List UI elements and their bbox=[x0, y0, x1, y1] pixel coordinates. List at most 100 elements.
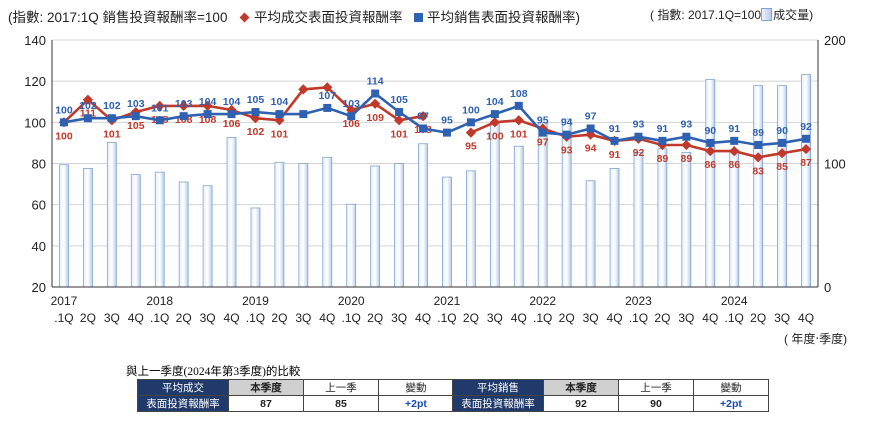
chart-legend: (指數: 2017:1Q 銷售投資報酬率=100 平均成交表面投資報酬率 平均銷… bbox=[8, 6, 580, 26]
quarter-tick-label: 2Q bbox=[80, 311, 96, 325]
volume-bar bbox=[681, 151, 692, 288]
sales-series-data-label: 114 bbox=[367, 76, 384, 88]
volume-bar bbox=[130, 174, 141, 288]
quarter-tick-label: .1Q bbox=[725, 311, 744, 325]
sales-series-point bbox=[323, 103, 332, 112]
trade-series-data-label: 83 bbox=[752, 165, 764, 177]
quarter-tick-label: 4Q bbox=[607, 311, 623, 325]
sales-series-data-label: 91 bbox=[728, 123, 740, 135]
diamond-marker-icon bbox=[239, 12, 250, 23]
volume-bar bbox=[513, 145, 524, 288]
sales-series-point bbox=[610, 136, 619, 145]
volume-legend-label: 成交量) bbox=[773, 8, 814, 22]
sales-series-data-label: 95 bbox=[441, 115, 453, 127]
volume-bar bbox=[226, 137, 237, 288]
sales-series-data-label: 104 bbox=[486, 96, 504, 108]
trade-series-data-label: 92 bbox=[633, 147, 645, 159]
volume-bar bbox=[489, 123, 500, 288]
trade-series-data-label: 100 bbox=[486, 130, 504, 142]
trade-series-point bbox=[513, 115, 524, 126]
legend-index-label: (指數: 2017:1Q 銷售投資報酬率=100 bbox=[8, 10, 228, 25]
year-tick-label: 2018 bbox=[146, 294, 173, 308]
sales-series-point bbox=[538, 128, 547, 137]
sales-series-point bbox=[395, 108, 404, 117]
volume-bar bbox=[202, 185, 213, 288]
sales-table-label-2: 表面投資報酬率 bbox=[452, 395, 544, 412]
trade-series-data-label: 105 bbox=[127, 120, 145, 132]
sales-series-data-label: 91 bbox=[609, 123, 621, 135]
sales-series-data-label: 103 bbox=[175, 98, 193, 110]
bar-swatch-icon bbox=[761, 8, 773, 21]
chart-area: 20 40 60 80 100 120 140 0 100 200 .1Q 2Q 3Q 4Q .1Q 2Q 3Q… bbox=[24, 33, 846, 325]
sales-series-data-label: 93 bbox=[681, 119, 693, 131]
sales-table-label-1: 平均銷售 bbox=[452, 379, 544, 396]
trade-table-label-2: 表面投資報酬率 bbox=[137, 395, 229, 412]
quarter-tick-label: 2Q bbox=[463, 311, 479, 325]
volume-bar bbox=[274, 161, 285, 288]
year-tick-label: 2022 bbox=[529, 294, 556, 308]
trade-series-data-label: 86 bbox=[704, 159, 716, 171]
sales-series-data-label: 102 bbox=[103, 100, 121, 112]
sales-series-data-label: 104 bbox=[271, 96, 289, 108]
trade-series-point bbox=[202, 100, 213, 111]
sales-series-point bbox=[275, 110, 284, 119]
index-note-label: ( 指數: 2017.1Q=100 bbox=[650, 8, 762, 22]
quarter-tick-label: 2Q bbox=[559, 311, 575, 325]
volume-bar bbox=[154, 171, 165, 288]
sales-series-point bbox=[227, 110, 236, 119]
quarter-tick-label: 3Q bbox=[678, 311, 694, 325]
sales-series-point bbox=[658, 136, 667, 145]
trade-series-data-label: 101 bbox=[390, 128, 408, 140]
year-tick-label: 2020 bbox=[338, 294, 365, 308]
trade-series-data-label: 97 bbox=[537, 137, 549, 149]
volume-bar bbox=[250, 207, 261, 288]
sales-series-data-label: 104 bbox=[223, 96, 241, 108]
sales-series-data-label: 90 bbox=[704, 125, 716, 137]
trade-series-data-label: 100 bbox=[55, 130, 73, 142]
trade-series-data-label: 94 bbox=[585, 143, 597, 155]
volume-bar bbox=[466, 170, 476, 288]
left-tick-label: 40 bbox=[32, 239, 46, 254]
left-tick-label: 140 bbox=[24, 33, 46, 48]
trade-value-previous: 85 bbox=[303, 395, 379, 412]
quarter-tick-label: 4Q bbox=[319, 311, 335, 325]
trade-series-data-label: 106 bbox=[342, 118, 360, 130]
legend-trade-label: 平均成交表面投資報酬率 bbox=[253, 10, 403, 25]
trade-series-data-label: 109 bbox=[366, 112, 384, 124]
sales-series-data-label: 95 bbox=[537, 115, 549, 127]
sales-series-point bbox=[586, 124, 595, 133]
legend-sales-label: 平均銷售表面投資報酬率) bbox=[427, 10, 581, 25]
trade-series-data-label: 87 bbox=[800, 157, 812, 169]
volume-bar bbox=[801, 74, 811, 288]
quarter-tick-label: 3Q bbox=[391, 311, 407, 325]
year-tick-label: 2024 bbox=[721, 294, 748, 308]
volume-bar bbox=[346, 203, 357, 288]
quarter-tick-label: 3Q bbox=[200, 311, 216, 325]
trade-series-point bbox=[178, 100, 189, 111]
volume-bar bbox=[753, 85, 764, 288]
sales-series-data-label: 97 bbox=[585, 111, 597, 123]
sales-series-data-label: 107 bbox=[319, 90, 337, 102]
right-tick-label: 100 bbox=[824, 157, 846, 172]
trade-header-current: 本季度 bbox=[228, 379, 304, 396]
quarter-tick-label: .1Q bbox=[629, 311, 648, 325]
volume-bar bbox=[370, 165, 381, 288]
axis-unit-note: ( 年度‧季度) bbox=[784, 332, 848, 346]
quarter-tick-label: 2Q bbox=[654, 311, 670, 325]
sales-series-point bbox=[754, 140, 763, 149]
sales-series-point bbox=[299, 110, 308, 119]
trade-series-data-label: 89 bbox=[657, 153, 669, 165]
sales-series-point bbox=[59, 118, 68, 127]
quarter-tick-label: .1Q bbox=[54, 311, 73, 325]
volume-bar bbox=[705, 79, 716, 288]
sales-value-current: 92 bbox=[543, 395, 619, 412]
sales-series-point bbox=[107, 114, 116, 123]
trade-header-change: 變動 bbox=[378, 379, 454, 396]
volume-bar bbox=[418, 143, 428, 288]
sales-series-point bbox=[466, 118, 475, 127]
sales-series-data-label: 103 bbox=[342, 98, 360, 110]
sales-series-point bbox=[778, 138, 787, 147]
legend-sales-item: 平均銷售表面投資報酬率) bbox=[414, 10, 580, 25]
volume-legend: ( 指數: 2017.1Q=100 成交量) bbox=[650, 6, 813, 23]
sales-series-data-label: 102 bbox=[79, 100, 97, 112]
